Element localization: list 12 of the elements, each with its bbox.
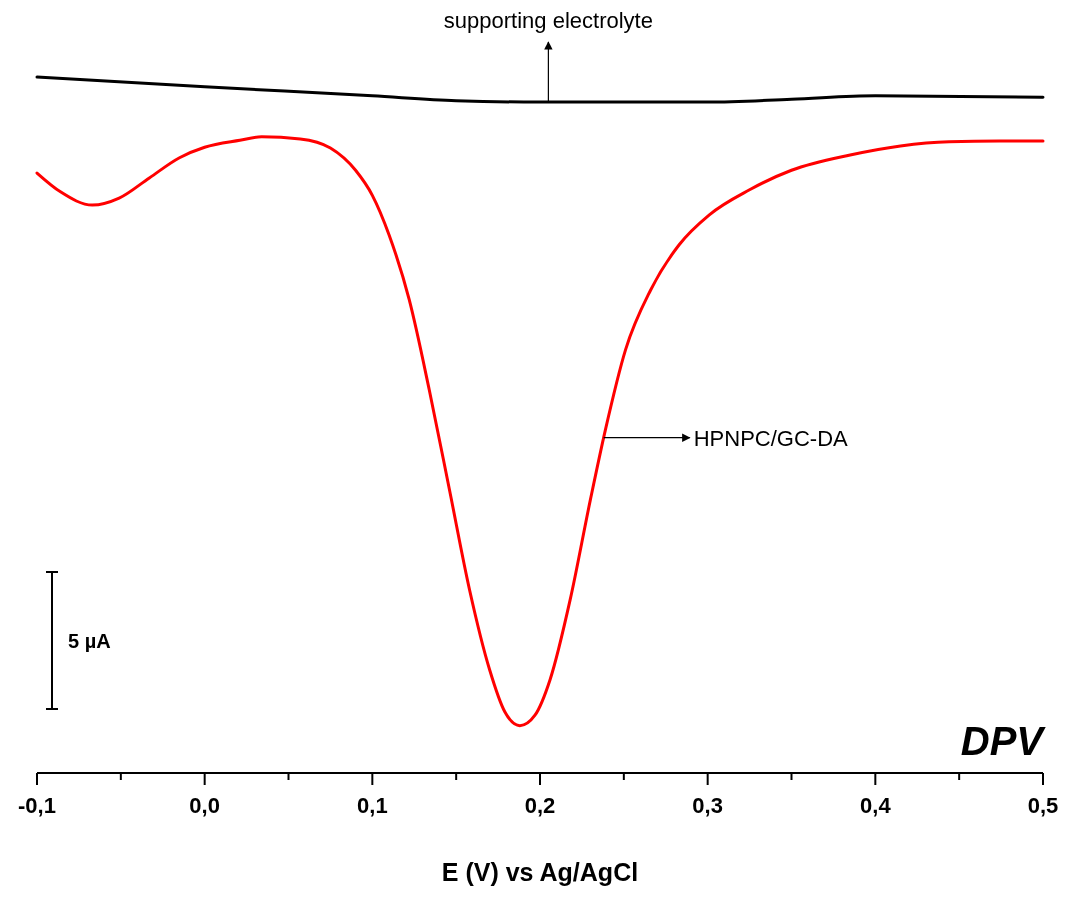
annotation: HPNPC/GC-DA — [693, 425, 849, 451]
x-tick-label: 0,0 — [189, 793, 220, 818]
x-tick-label: 0,1 — [357, 793, 388, 818]
annotation: supporting electrolyte — [443, 8, 653, 34]
x-tick-label: 0,5 — [1027, 793, 1059, 818]
x-tick-label: 0,2 — [524, 793, 556, 818]
x-tick-label: -0,1 — [18, 793, 56, 818]
x-tick-label: 0,3 — [692, 793, 723, 818]
x-tick-label: 0,4 — [860, 793, 892, 818]
annotation: DPV — [960, 719, 1047, 763]
annotation: 5 µA — [68, 630, 111, 652]
x-axis-title: E (V) vs Ag/AgCl — [441, 858, 639, 886]
